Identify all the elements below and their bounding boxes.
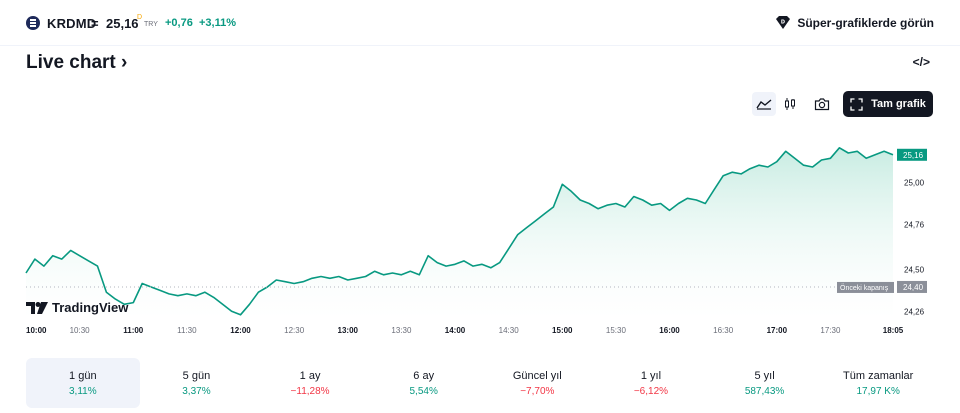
period-label: Tüm zamanlar	[843, 369, 914, 382]
period-5y[interactable]: 5 yıl 587,43%	[708, 358, 822, 408]
period-change: 587,43%	[744, 385, 785, 397]
supercharts-icon: D	[776, 16, 791, 29]
price-change: +0,76	[165, 17, 193, 29]
y-tick-label: 24,50	[904, 266, 925, 275]
x-tick-label: 17:30	[820, 326, 841, 335]
period-change: 5,54%	[409, 385, 438, 397]
full-chart-button[interactable]: Tam grafik	[843, 91, 933, 117]
y-tick-label: 25,00	[904, 179, 925, 188]
period-change: 3,37%	[182, 385, 211, 397]
x-tick-label: 12:00	[230, 326, 251, 335]
symbol-header: KRDMD = 25,16 D TRY +0,76 +3,11% D Süper…	[0, 0, 960, 46]
x-tick-label: 13:00	[338, 326, 359, 335]
period-1y[interactable]: 1 yıl −6,12%	[594, 358, 708, 408]
tradingview-watermark: TradingView	[26, 300, 128, 315]
x-tick-label: 12:30	[284, 326, 305, 335]
period-label: 1 gün	[69, 369, 97, 382]
super-charts-link[interactable]: D Süper-grafiklerde görün	[775, 15, 934, 30]
x-tick-label: 10:30	[70, 326, 91, 335]
x-tick-label: 18:05	[883, 326, 904, 335]
x-tick-label: 17:00	[767, 326, 788, 335]
period-label: 1 ay	[299, 369, 321, 382]
x-tick-label: 16:30	[713, 326, 734, 335]
tradingview-logo-icon	[26, 301, 48, 314]
price-area-chart[interactable]: 25,00 24,76 24,50 24,26 Önceki kapanış 24,40 2…	[0, 120, 960, 342]
period-1m[interactable]: 1 ay −11,28%	[253, 358, 367, 408]
prev-close-name-bg	[837, 281, 894, 293]
tradingview-wordmark: TradingView	[52, 300, 129, 315]
period-1d[interactable]: 1 gün 3,11%	[26, 358, 140, 408]
ticker-symbol[interactable]: KRDMD	[47, 16, 97, 31]
period-change: −11,28%	[290, 385, 330, 397]
currency: TRY	[144, 21, 158, 28]
period-label: 6 ay	[413, 369, 435, 382]
price-change-percent: +3,11%	[199, 17, 237, 29]
symbol-logo-icon	[26, 16, 40, 30]
price-area-fill	[26, 147, 893, 320]
last-price-bg	[897, 148, 927, 161]
live-chart-title[interactable]: Live chart ›	[26, 52, 127, 74]
x-tick-label: 11:00	[123, 326, 144, 335]
last-price: 25,16	[106, 16, 139, 31]
period-all[interactable]: Tüm zamanlar 17,97 K%	[821, 358, 935, 408]
fullscreen-icon	[850, 97, 863, 111]
period-6m[interactable]: 6 ay 5,54%	[367, 358, 481, 408]
period-label: 5 gün	[182, 369, 211, 382]
candles-chart-button[interactable]	[778, 92, 802, 116]
prev-close-value-bg	[897, 280, 927, 293]
period-performance-tabs: 1 gün 3,11% 5 gün 3,37% 1 ay −11,28% 6 a…	[26, 358, 935, 408]
x-tick-label: 14:00	[445, 326, 466, 335]
period-5d[interactable]: 5 gün 3,37%	[140, 358, 254, 408]
period-change: −6,12%	[633, 385, 669, 397]
separator: =	[91, 16, 99, 31]
period-label: 1 yıl	[640, 369, 662, 382]
embed-code-button[interactable]: </>	[912, 55, 930, 69]
last-price-label: 25,16	[903, 151, 924, 160]
full-chart-label: Tam grafik	[871, 98, 926, 110]
delayed-mark: D	[137, 14, 143, 21]
svg-text:D: D	[781, 20, 785, 26]
camera-icon	[814, 98, 830, 111]
price-line	[25, 147, 894, 316]
x-tick-label: 15:00	[552, 326, 573, 335]
area-chart-button[interactable]	[752, 92, 776, 116]
period-label: Güncel yıl	[512, 369, 562, 382]
prev-close-value: 24,40	[903, 283, 924, 292]
area-chart-icon	[756, 99, 772, 110]
super-charts-label: Süper-grafiklerde görün	[797, 15, 934, 30]
x-tick-label: 14:30	[499, 326, 520, 335]
period-ytd[interactable]: Güncel yıl −7,70%	[481, 358, 595, 408]
live-chart-title-text: Live chart	[26, 52, 116, 73]
prev-close-name: Önceki kapanış	[840, 284, 889, 292]
x-tick-label: 16:00	[659, 326, 680, 335]
period-change: 17,97 K%	[856, 385, 900, 397]
period-label: 5 yıl	[754, 369, 775, 382]
y-tick-label: 24,76	[904, 220, 925, 229]
period-change: 3,11%	[69, 385, 97, 397]
period-change: −7,70%	[520, 385, 555, 397]
y-tick-label: 24,26	[904, 307, 925, 316]
snapshot-button[interactable]	[810, 92, 834, 116]
chevron-right-icon: ›	[121, 52, 128, 73]
x-tick-label: 15:30	[606, 326, 627, 335]
x-tick-label: 10:00	[26, 326, 47, 335]
x-tick-label: 11:30	[177, 326, 197, 335]
candles-icon	[785, 98, 795, 110]
x-tick-label: 13:30	[391, 326, 412, 335]
